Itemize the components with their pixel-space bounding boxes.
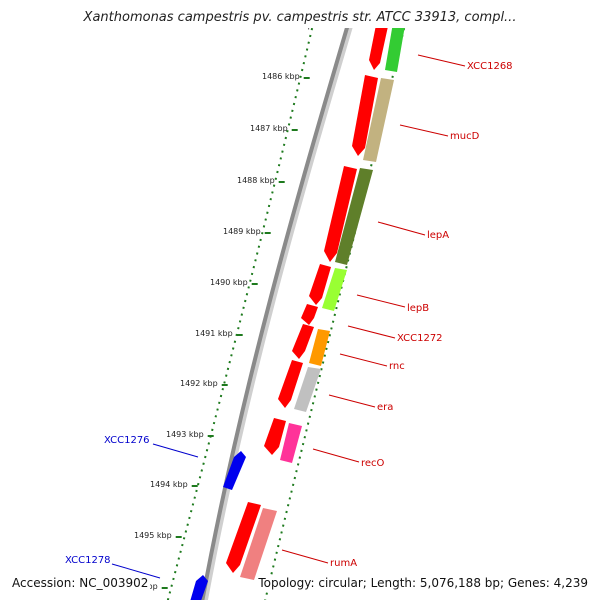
cds-arrow[interactable] xyxy=(264,418,286,455)
topology-text: Topology: circular; Length: 5,076,188 bp… xyxy=(256,576,590,590)
kbp-label: 1495 kbp xyxy=(134,531,172,540)
gene-label-lepB[interactable]: lepB xyxy=(407,303,429,314)
gene-label-xcc1272[interactable]: XCC1272 xyxy=(397,333,443,344)
callout-lines xyxy=(111,54,466,579)
gene-label-era[interactable]: era xyxy=(377,402,393,413)
accession-text: Accession: NC_003902 xyxy=(10,576,151,590)
kbp-label: 1492 kbp xyxy=(180,379,218,388)
category-track xyxy=(240,5,408,580)
gene-arrow-xcc1278[interactable] xyxy=(187,575,208,600)
gene-bar-lepA[interactable] xyxy=(335,168,373,265)
gene-label-xcc1276[interactable]: XCC1276 xyxy=(104,435,150,446)
cds-arrow[interactable] xyxy=(278,360,303,408)
kbp-label: 1485 kbp xyxy=(275,21,313,30)
kbp-label: 1487 kbp xyxy=(250,124,288,133)
gene-bar-recO[interactable] xyxy=(280,423,302,463)
gene-bar-rumA[interactable] xyxy=(240,508,277,580)
gene-label-xcc1268[interactable]: XCC1268 xyxy=(467,61,513,72)
kbp-label: 1489 kbp xyxy=(223,227,261,236)
kbp-label: 1491 kbp xyxy=(195,329,233,338)
kbp-label: 1488 kbp xyxy=(237,176,275,185)
genome-backbone xyxy=(200,28,349,600)
gene-bar-lepB[interactable] xyxy=(322,268,347,311)
gene-label-lepA[interactable]: lepA xyxy=(427,230,449,241)
gene-label-mucD[interactable]: mucD xyxy=(450,131,480,142)
backbone-shadow xyxy=(200,28,353,600)
gene-label-rnc[interactable]: rnc xyxy=(389,361,405,372)
cds-arrow[interactable] xyxy=(352,75,378,156)
kbp-label: 1493 kbp xyxy=(166,430,204,439)
gene-labels: XCC1268 mucD lepA lepB XCC1272 rnc era r… xyxy=(65,61,513,569)
gene-bar-rnc[interactable] xyxy=(309,329,330,366)
cds-arrow[interactable] xyxy=(324,166,357,262)
cds-track xyxy=(226,5,392,573)
cds-arrow[interactable] xyxy=(301,304,318,325)
gene-label-rumA[interactable]: rumA xyxy=(330,558,357,569)
gene-label-xcc1278[interactable]: XCC1278 xyxy=(65,555,111,566)
kbp-label: 1486 kbp xyxy=(262,72,300,81)
cds-arrow[interactable] xyxy=(369,5,392,70)
kbp-labels: 1485 kbp 1486 kbp 1487 kbp 1488 kbp 1489… xyxy=(120,21,313,591)
cds-arrow[interactable] xyxy=(226,502,261,573)
gene-bar-era[interactable] xyxy=(294,367,321,412)
gene-label-recO[interactable]: recO xyxy=(361,458,385,469)
cds-arrow[interactable] xyxy=(309,264,331,305)
kbp-label: 1490 kbp xyxy=(210,278,248,287)
gene-arrow-xcc1276[interactable] xyxy=(223,451,246,490)
inner-tick-ring xyxy=(166,28,314,600)
kbp-label: 1494 kbp xyxy=(150,480,188,489)
cds-arrow[interactable] xyxy=(292,324,314,359)
gene-bar-mucD[interactable] xyxy=(363,78,394,162)
outer-tick-ring xyxy=(264,28,406,600)
forward-track xyxy=(187,451,246,600)
gene-bar-xcc1268[interactable] xyxy=(385,5,408,72)
kbp-ticks xyxy=(161,77,310,589)
map-title: Xanthomonas campestris pv. campestris st… xyxy=(83,10,517,25)
